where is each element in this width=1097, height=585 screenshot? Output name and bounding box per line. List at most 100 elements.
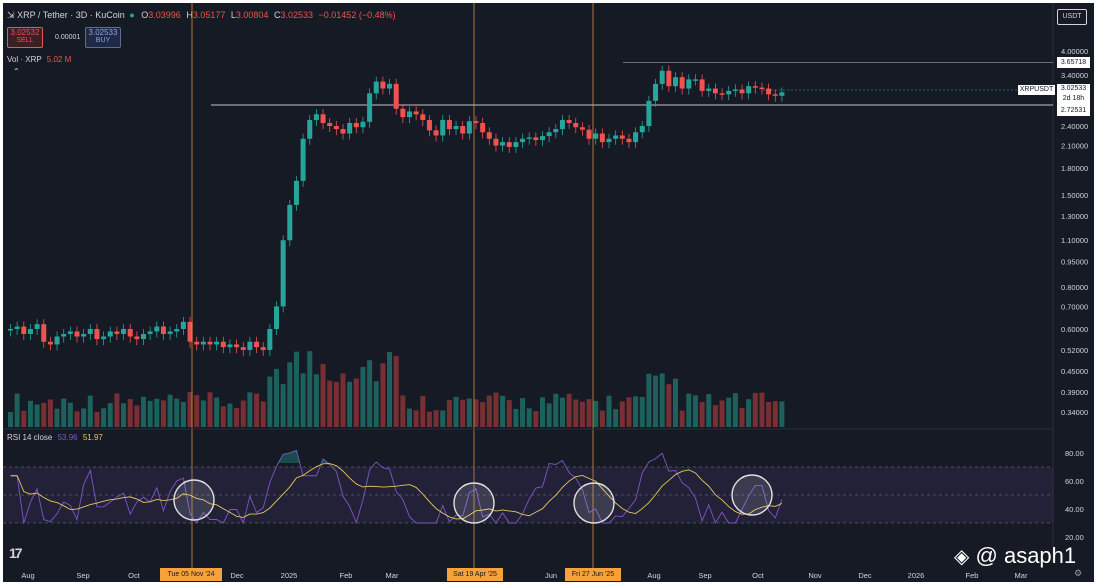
volume-bar xyxy=(593,400,599,427)
candle-body xyxy=(440,120,446,136)
candle-body xyxy=(61,333,67,337)
volume-bar xyxy=(353,378,359,427)
support-price-label: 2.72531 xyxy=(1057,105,1090,116)
candle-body xyxy=(293,180,299,205)
price-tick-label: 0.70000 xyxy=(1061,302,1088,311)
candle-body xyxy=(194,341,200,345)
rsi-pane: 80.00 60.00 40.00 20.00 xyxy=(3,428,1084,542)
time-tick-label: Sep xyxy=(76,571,89,580)
candle-body xyxy=(367,93,373,122)
candle-body xyxy=(14,326,20,329)
symbol-title[interactable]: XRP / Tether · 3D · KuCoin xyxy=(17,10,125,20)
candle-body xyxy=(280,240,286,307)
marker-date-3: Fri 27 Jun '25 xyxy=(565,568,621,581)
candle-body xyxy=(752,86,758,88)
price-tick-label: 1.80000 xyxy=(1061,164,1088,173)
candle-body xyxy=(732,89,738,91)
candle-body xyxy=(260,347,266,350)
rsi-overbought-fill xyxy=(278,450,378,463)
volume-bar xyxy=(679,410,685,427)
volume-bar xyxy=(320,363,326,427)
collapse-icon[interactable]: ⇲ xyxy=(7,10,15,20)
candle-body xyxy=(653,83,659,101)
sell-price: 3.02532 xyxy=(10,28,40,37)
price-tick-label: 0.80000 xyxy=(1061,283,1088,292)
time-tick-label: Aug xyxy=(21,571,34,580)
buy-label: BUY xyxy=(95,37,111,44)
volume-bar xyxy=(94,411,100,427)
volume-bar xyxy=(267,376,273,427)
volume-bar xyxy=(666,384,672,427)
volume-bar xyxy=(460,399,466,427)
rsi-highlight-circle-3 xyxy=(573,482,615,524)
price-tick-label: 0.45000 xyxy=(1061,367,1088,376)
candle-body xyxy=(360,121,366,128)
volume-bar xyxy=(433,410,439,427)
market-status-icon: ● xyxy=(129,10,135,20)
candle-body xyxy=(307,120,313,139)
sell-button[interactable]: 3.02532 SELL xyxy=(7,27,43,48)
volume-bar xyxy=(240,400,246,427)
candle-body xyxy=(21,326,27,334)
settings-icon[interactable]: ⚙ xyxy=(1074,568,1083,578)
candle-body xyxy=(400,108,406,118)
candle-body xyxy=(274,306,279,329)
candle-body xyxy=(446,120,452,130)
candle-body xyxy=(586,129,592,139)
candle-body xyxy=(706,88,712,91)
candle-body xyxy=(234,344,240,348)
volume-bar xyxy=(187,392,193,427)
candle-body xyxy=(666,70,672,87)
volume-bar xyxy=(247,392,253,427)
time-tick-label: Mar xyxy=(1015,571,1028,580)
volume-label: Vol · XRP xyxy=(7,55,42,64)
candle-body xyxy=(673,77,678,87)
volume-bar xyxy=(373,381,379,427)
candle-body xyxy=(207,341,213,345)
binance-icon: ◈ xyxy=(954,546,970,568)
candle-body xyxy=(167,331,173,334)
levels xyxy=(211,62,1053,106)
volume-bar xyxy=(772,401,778,427)
price-tick-label: 0.52000 xyxy=(1061,346,1088,355)
rsi-highlight-circle-1 xyxy=(173,479,215,521)
candle-body xyxy=(466,121,472,134)
time-tick-label: Dec xyxy=(230,571,244,580)
volume-bar xyxy=(599,410,605,427)
h-label: H xyxy=(186,10,193,20)
candle-body xyxy=(739,89,745,94)
rsi-legend: RSI 14 close 53.96 51.97 xyxy=(7,433,103,442)
volume-bar xyxy=(779,401,785,427)
volume-bar xyxy=(200,400,206,427)
symbol-price-tag: XRPUSDT xyxy=(1018,85,1055,95)
time-tick-label: Nov xyxy=(808,571,822,580)
volume-bar xyxy=(360,366,366,427)
collapse-legend-icon[interactable]: ⌃ xyxy=(13,67,20,76)
volume-bar xyxy=(473,399,479,427)
candle-body xyxy=(420,114,426,121)
volume-bar xyxy=(87,395,93,427)
marker-date-2: Sat 19 Apr '25 xyxy=(447,568,503,581)
volume-bar xyxy=(759,392,765,427)
volume-bar xyxy=(121,403,127,427)
candle-body xyxy=(719,93,725,95)
candle-body xyxy=(300,138,306,181)
h-value: 3.05177 xyxy=(192,10,226,20)
candle-body xyxy=(413,111,419,115)
candle-body xyxy=(267,329,273,350)
volume-bar xyxy=(387,352,393,427)
rsi-ma-value: 51.97 xyxy=(82,433,103,442)
chart-svg[interactable]: 80.00 60.00 40.00 20.00 4.00000 3.40000 2.400… xyxy=(3,3,1094,582)
candle-body xyxy=(27,329,33,334)
l-value: 3.00804 xyxy=(235,10,269,20)
volume-bar xyxy=(746,399,752,427)
candle-body xyxy=(486,132,492,139)
rsi-tick-label: 80.00 xyxy=(1065,449,1084,458)
volume-bar xyxy=(726,397,732,427)
volume-bar xyxy=(426,411,432,427)
candle-body xyxy=(579,127,585,130)
currency-selector[interactable]: USDT xyxy=(1057,9,1087,25)
buy-button[interactable]: 3.02533 BUY xyxy=(85,27,121,48)
volume-bar xyxy=(141,396,146,427)
volume-bar xyxy=(274,368,279,427)
